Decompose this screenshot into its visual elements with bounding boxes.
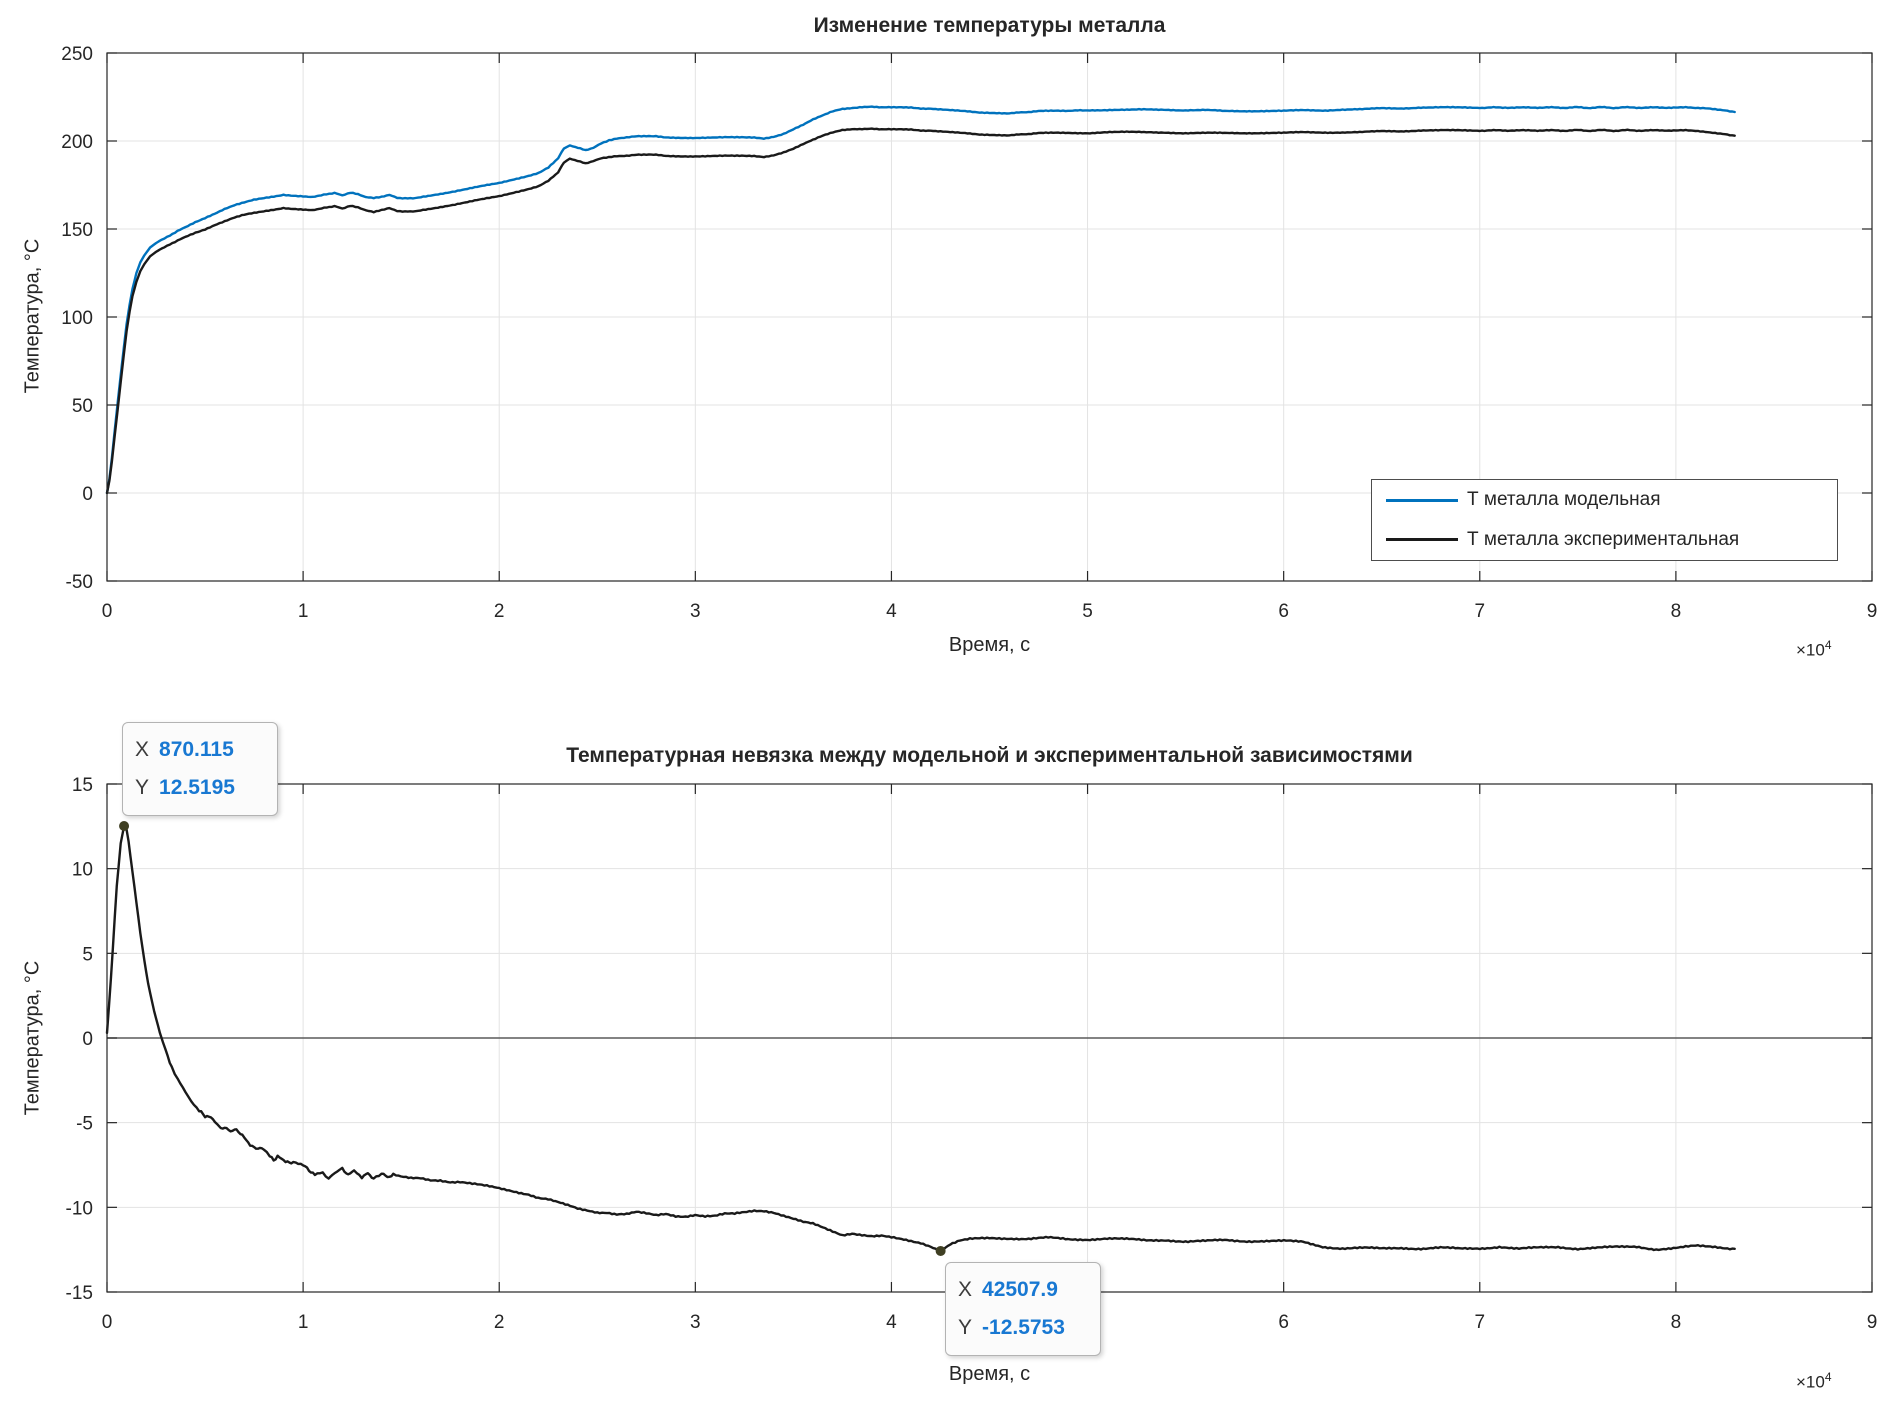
y-tick-label: -10 <box>66 1198 93 1219</box>
x-tick-label: 3 <box>690 1312 701 1333</box>
x-tick-label: 9 <box>1867 601 1878 622</box>
x-tick-label: 4 <box>886 601 897 622</box>
datatip-peak-y-label: Y <box>135 776 150 799</box>
datatip-marker-1[interactable] <box>935 1245 946 1256</box>
residual-chart-x-exponent: ×104 <box>1796 1370 1832 1392</box>
datatip-marker-0[interactable] <box>119 821 130 832</box>
x-tick-label: 8 <box>1671 1312 1682 1333</box>
x-tick-label: 6 <box>1278 1312 1289 1333</box>
legend-item-experimental[interactable]: Т металла экспериментальная <box>1372 521 1837 559</box>
x-tick-label: 5 <box>1082 601 1093 622</box>
x-tick-label: 1 <box>298 601 309 622</box>
legend-label-experimental: Т металла экспериментальная <box>1467 528 1740 550</box>
y-tick-label: 250 <box>61 44 93 65</box>
y-tick-label: 200 <box>61 132 93 153</box>
x-tick-label: 0 <box>102 1312 113 1333</box>
x-tick-label: 2 <box>494 1312 505 1333</box>
x-tick-label: 8 <box>1671 601 1682 622</box>
datatip-peak-y-value: 12.5195 <box>159 776 235 799</box>
x-tick-label: 4 <box>886 1312 897 1333</box>
residual-chart-title: Температурная невязка между модельной и … <box>566 744 1413 767</box>
temperature-chart-title: Изменение температуры металла <box>813 14 1166 37</box>
y-tick-label: 0 <box>82 484 93 505</box>
temperature-series-line-1[interactable] <box>105 127 1736 495</box>
y-tick-label: 100 <box>61 308 93 329</box>
y-tick-label: 150 <box>61 220 93 241</box>
y-tick-label: 5 <box>82 944 93 965</box>
x-tick-label: 6 <box>1278 601 1289 622</box>
residual-series-line-0[interactable] <box>105 824 1736 1253</box>
x-tick-label: 1 <box>298 1312 309 1333</box>
y-tick-label: 0 <box>82 1029 93 1050</box>
legend[interactable]: Т металла модельная Т металла эксперимен… <box>1371 479 1838 561</box>
datatip-minimum-x-label: X <box>958 1278 973 1301</box>
datatip-minimum-y-label: Y <box>958 1316 973 1339</box>
legend-item-model[interactable]: Т металла модельная <box>1372 481 1837 519</box>
x-tick-label: 7 <box>1474 601 1485 622</box>
y-tick-label: -5 <box>76 1114 93 1135</box>
datatip-peak-x-value: 870.115 <box>159 738 234 761</box>
x-tick-label: 0 <box>102 601 113 622</box>
temperature-series-line-0[interactable] <box>105 105 1736 495</box>
temperature-chart-plot-area[interactable]: 0 1 2 3 4 5 6 7 8 9 -50 0 50 100 150 200 250 <box>0 0 1890 700</box>
x-tick-label: 7 <box>1474 1312 1485 1333</box>
x-tick-label: 9 <box>1867 1312 1878 1333</box>
datatip-peak-x-label: X <box>135 738 150 761</box>
legend-line-sample-experimental <box>1386 538 1458 542</box>
legend-line-sample-model <box>1386 498 1458 502</box>
y-tick-label: 15 <box>72 775 93 796</box>
legend-label-model: Т металла модельная <box>1467 489 1661 511</box>
residual-chart-xlabel: Время, с <box>948 1363 1031 1385</box>
x-tick-label: 2 <box>494 601 505 622</box>
y-tick-label: 10 <box>72 860 93 881</box>
y-tick-label: 50 <box>72 396 93 417</box>
datatip-minimum-y-value: -12.5753 <box>982 1316 1065 1339</box>
datatip-minimum-x-value: 42507.9 <box>982 1278 1058 1301</box>
datatip-peak[interactable]: X 870.115 Y 12.5195 <box>122 722 278 816</box>
x-tick-label: 3 <box>690 601 701 622</box>
temperature-chart-xlabel: Время, с <box>948 634 1031 656</box>
y-tick-label: -15 <box>66 1283 93 1304</box>
y-tick-label: -50 <box>66 572 93 593</box>
datatip-minimum[interactable]: X 42507.9 Y -12.5753 <box>945 1262 1101 1356</box>
temperature-chart-x-exponent: ×104 <box>1796 638 1832 660</box>
